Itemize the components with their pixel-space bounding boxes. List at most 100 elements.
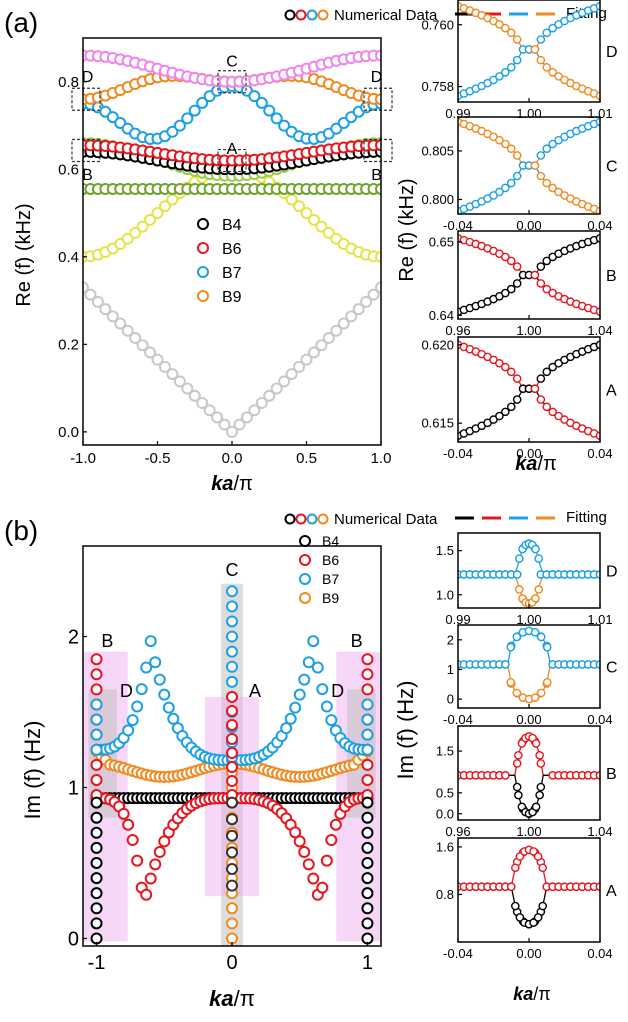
data-point-ep	[361, 872, 374, 885]
inset-point	[536, 688, 546, 698]
a-main-xlabel: ka/π	[211, 473, 253, 495]
data-point-B7	[270, 112, 283, 125]
data-point-B9	[375, 93, 381, 106]
x-tick-label: 1.0	[371, 450, 392, 467]
data-point-yellow	[315, 220, 328, 233]
inset-point	[536, 151, 546, 160]
data-point-b6	[289, 826, 302, 839]
data-point-acoustic	[337, 317, 350, 330]
data-point-B7	[196, 96, 209, 109]
data-point-acoustic	[188, 389, 201, 402]
data-point-B7	[173, 119, 186, 132]
data-point-ep	[226, 645, 238, 658]
y-tick-label: 0.65	[429, 235, 454, 250]
data-point-ep	[226, 775, 238, 788]
inset-point	[542, 367, 552, 377]
b-inset-ylabel: Im (f) (Hz)	[393, 681, 418, 780]
data-point-B7	[248, 90, 261, 103]
data-point-ep	[226, 585, 238, 598]
x-tick-label: -0.04	[443, 946, 473, 961]
plot-area-a_B	[458, 234, 600, 316]
inset-point	[512, 55, 522, 65]
legend-label-b7: B7	[222, 265, 242, 282]
plot-frame-a_D	[457, 0, 601, 103]
x-tick-label: 1.01	[587, 612, 612, 627]
data-point-acoustic	[166, 368, 179, 381]
inset-point	[512, 632, 522, 642]
data-point-B7	[263, 104, 276, 117]
inset-point	[538, 901, 547, 911]
chart-b_D: 0.99 1.00 1.01 1.0 1.5 D	[436, 532, 618, 627]
inset-point	[536, 632, 546, 642]
data-point-ep	[90, 773, 103, 786]
data-point-ep	[361, 841, 374, 854]
data-point-b7	[293, 688, 306, 701]
legend-label-b4: B4	[322, 533, 339, 549]
chart-a_A: -0.04 0.00 0.04 0.615 0.620 A	[421, 336, 617, 461]
data-point-ep	[90, 872, 103, 885]
data-point-ep	[226, 704, 238, 717]
chart-b_B: 0.96 1.00 1.04 0.0 0.5 1.5 B	[436, 725, 617, 839]
x-tick-label: 0.00	[516, 946, 541, 961]
legend-marker-b6	[295, 513, 307, 525]
data-point-ep	[90, 653, 103, 666]
legend-label-b6: B6	[222, 241, 242, 258]
data-point-acoustic	[315, 339, 328, 352]
data-point-B7	[278, 119, 291, 132]
inset-point	[512, 570, 522, 579]
inset-point	[495, 358, 504, 368]
data-point-b6	[158, 835, 171, 848]
b-main-xlabel: ka/π	[209, 986, 255, 1011]
data-point-acoustic	[240, 411, 253, 424]
data-point-ep	[361, 683, 374, 696]
legend-marker-b4	[299, 535, 311, 547]
legend-marker-b9	[197, 290, 209, 302]
legend-label-b4: B4	[222, 217, 242, 234]
y-tick-label: 0.64	[429, 308, 454, 323]
chart-a_main: -1.0 -0.5 0.0 0.5 1.0 0.0 0.2 0.4 0.6 0.8 C A D D B B B4…	[58, 37, 393, 467]
inset-point	[542, 402, 552, 412]
region-label-d: D	[120, 681, 133, 701]
inset-point	[529, 918, 538, 927]
y-tick-label: 1	[68, 778, 79, 800]
inset-point	[534, 585, 544, 594]
legend-marker-b7	[197, 266, 209, 278]
y-tick-label: 0.758	[421, 79, 454, 94]
data-point-b6	[126, 833, 139, 846]
plot-frame-a_B	[457, 230, 601, 320]
box-label-b: B	[82, 167, 93, 184]
inset-point	[542, 677, 552, 687]
data-point-acoustic	[330, 324, 343, 337]
data-point-ep	[226, 813, 238, 826]
data-point-yellow	[144, 213, 157, 226]
inset-point	[512, 279, 522, 288]
b-main-ylabel: Im (f) (Hz)	[20, 721, 45, 820]
inset-point	[595, 882, 600, 892]
plot-area-a_D	[458, 1, 600, 101]
data-point-ep	[90, 841, 103, 854]
data-point-acoustic	[352, 303, 365, 316]
data-point-ep	[226, 675, 238, 688]
data-point-ep	[226, 863, 238, 876]
data-point-yellow	[129, 226, 142, 239]
inset-label-a: A	[606, 883, 617, 900]
data-point-b7	[320, 700, 333, 713]
fit-line-lower	[458, 886, 600, 925]
a-inset-ylabel: Re (f) (kHz)	[396, 178, 418, 281]
data-point-acoustic	[322, 331, 335, 344]
plot-area-b_C	[458, 626, 600, 704]
data-point-ep	[226, 732, 238, 745]
plot-frame-b_A	[457, 837, 601, 943]
legend-label-b6: B6	[322, 552, 339, 568]
data-point-acoustic	[203, 404, 216, 417]
plot-area-b_B	[458, 732, 600, 819]
fit-line-lower	[458, 774, 600, 815]
data-point-b7	[135, 683, 148, 696]
inset-point	[511, 863, 520, 873]
inset-point	[542, 62, 552, 72]
legend-fit-label-b: Fitting	[566, 509, 607, 526]
inset-point	[501, 67, 510, 77]
inset-point	[501, 139, 510, 149]
x-tick-label: -0.04	[443, 712, 473, 727]
chart-a_B: 0.96 1.00 1.04 0.64 0.65 B	[429, 230, 617, 338]
